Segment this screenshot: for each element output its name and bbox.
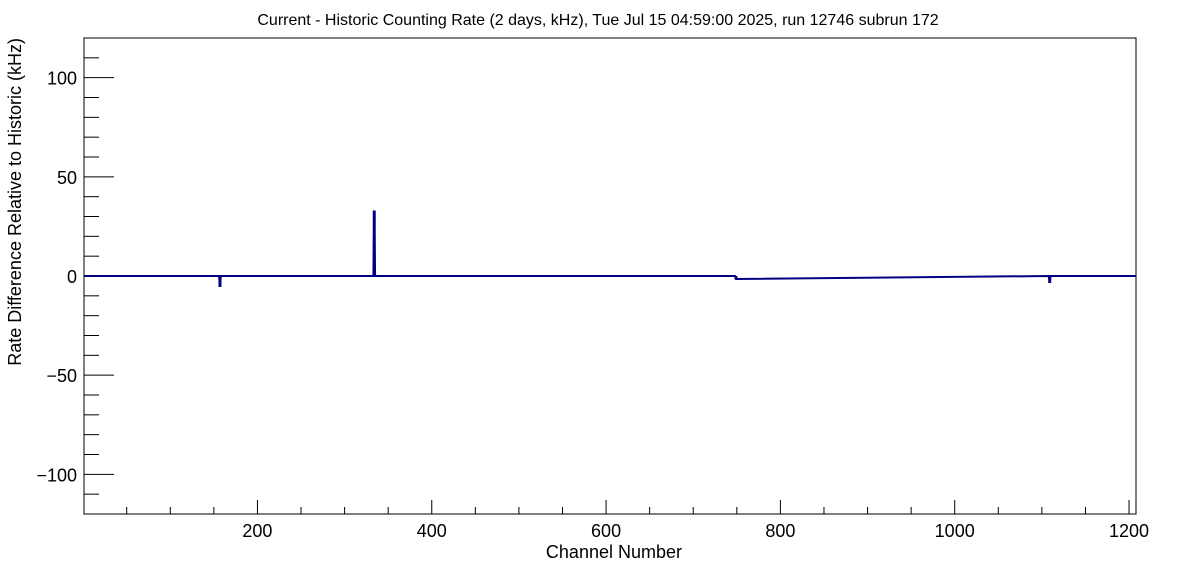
x-tick-label: 1200 [1109, 521, 1149, 541]
x-tick-label: 400 [417, 521, 447, 541]
chart-title: Current - Historic Counting Rate (2 days… [257, 12, 938, 29]
y-tick-label: 50 [57, 168, 77, 188]
y-tick-label: 0 [67, 267, 77, 287]
y-tick-label: −50 [46, 366, 77, 386]
x-tick-label: 800 [765, 521, 795, 541]
x-tick-label: 1000 [935, 521, 975, 541]
x-tick-label: 200 [242, 521, 272, 541]
x-axis-label: Channel Number [546, 542, 682, 562]
x-tick-label: 600 [591, 521, 621, 541]
y-tick-label: −100 [36, 465, 77, 485]
series-group [84, 210, 1136, 287]
series-line [84, 210, 1136, 287]
y-tick-label: 100 [47, 69, 77, 89]
y-axis-label: Rate Difference Relative to Historic (kH… [5, 38, 25, 366]
x-axis-ticks: 200 400 600 800 1000 1200 [126, 500, 1149, 541]
